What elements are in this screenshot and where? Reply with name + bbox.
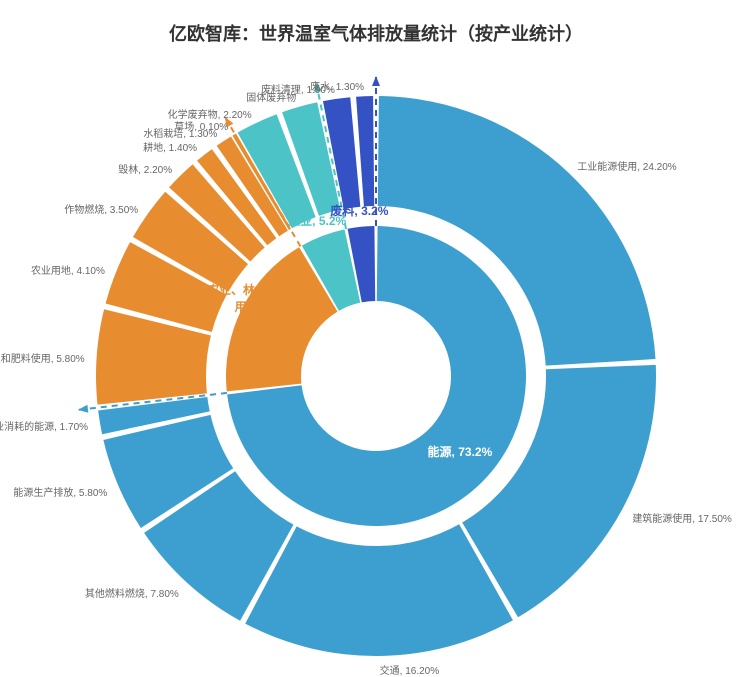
outer-label: 畜牧业和肥料使用, 5.80% [0,350,85,365]
outer-label: 工业能源使用, 24.20% [577,158,676,173]
divider-arrow [372,76,380,86]
chart-title: 亿欧智库：世界温室气体排放量统计（按产业统计） [20,20,732,46]
outer-slice [356,96,374,206]
outer-label: 能源生产排放, 5.80% [13,484,107,499]
outer-label: 其他燃料燃烧, 7.80% [85,585,179,600]
outer-label: 农业用地, 4.10% [31,262,105,277]
outer-label: 建筑能源使用, 17.50% [632,510,731,525]
inner-label: 农业、林业、土地使用, 18.4% [176,281,346,315]
outer-label: 耕地, 1.40% [143,139,197,154]
outer-label: 毁林, 2.20% [118,161,172,176]
outer-label: 农业和渔业消耗的能源, 1.70% [0,418,88,433]
outer-label: 交通, 16.20% [380,662,439,677]
outer-slice [245,524,513,656]
outer-label: 作物燃烧, 3.50% [64,201,138,216]
outer-label: 化学废弃物, 2.20% [168,106,252,121]
inner-label: 能源, 73.2% [400,443,520,460]
outer-label: 废水, 1.30% [310,78,364,93]
chart-svg [20,56,732,656]
inner-label: 废料, 3.2% [279,202,439,219]
donut-chart: 能源, 73.2%农业、林业、土地使用, 18.4%工业, 5.2%废料, 3.… [20,56,732,656]
